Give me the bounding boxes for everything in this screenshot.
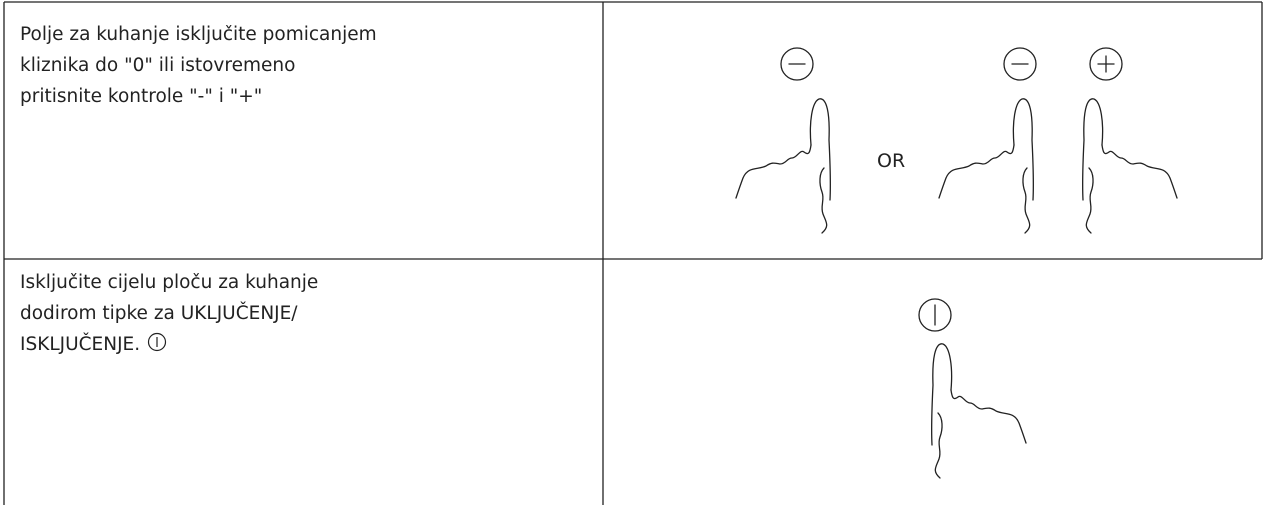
cell-text: Isključite cijelu ploču za kuhanje dodir… [20,267,318,360]
hand-icon [735,98,832,234]
minus-icon [780,47,814,81]
power-symbol [148,332,167,352]
text-line: pritisnite kontrole "-" i "+" [20,86,263,107]
text-line: dodirom tipke za UKLJUČENJE/ [20,303,298,324]
text-line: Polje za kuhanje isključite pomicanjem [20,24,377,45]
hand-icon [1081,98,1178,234]
minus-icon [1003,47,1037,81]
text-line: kliznika do "0" ili istovremeno [20,55,296,76]
text-line: Isključite cijelu ploču za kuhanje [20,272,319,293]
hand-icon [938,98,1035,234]
text-span: ISKLJUČENJE. [20,334,141,355]
text-line: ISKLJUČENJE. [20,329,318,360]
plus-icon [1089,47,1123,81]
hand-icon [930,343,1027,479]
separator: OR [877,150,905,172]
power-icon [918,298,952,332]
cell-text: Polje za kuhanje isključite pomicanjem k… [20,19,377,112]
